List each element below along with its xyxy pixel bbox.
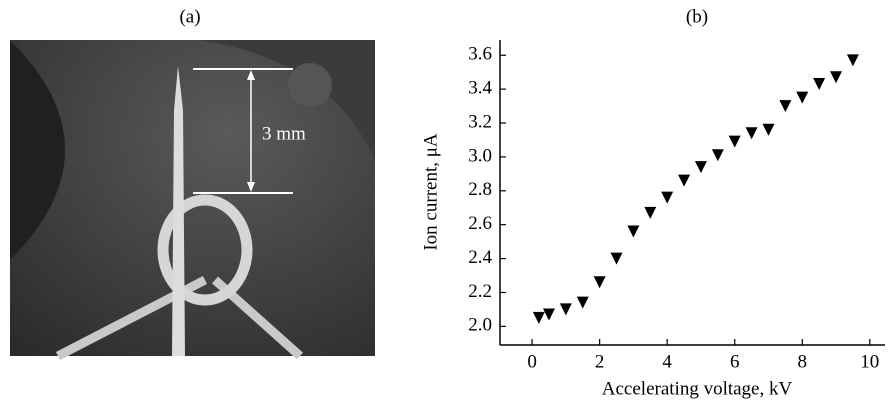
x-axis-label: Accelerating voltage, kV [602,378,793,399]
needle [172,66,185,356]
data-point [593,276,606,289]
y-tick-label: 2.8 [468,179,492,200]
data-point [694,161,707,174]
panel-label: (a) [179,6,200,27]
x-tick-label: 2 [595,351,605,372]
data-point [559,303,572,316]
y-tick-label: 2.2 [468,281,492,302]
chart-title: (b) [686,6,708,27]
data-point [576,296,589,309]
y-tick-label: 2.6 [468,213,492,234]
data-point [711,149,724,162]
x-tick-label: 10 [860,351,879,372]
data-point [846,54,859,67]
photo: 3 mm [10,40,375,360]
data-point [661,191,674,204]
y-tick-label: 3.0 [468,145,492,166]
data-point [745,127,758,140]
y-tick-label: 2.0 [468,315,492,336]
arrow-head [247,70,255,80]
photo-shadow [200,40,375,160]
data-point [532,311,545,324]
data-point [728,135,741,148]
photo-knob [288,63,332,107]
arrow-head [247,182,255,192]
data-point [779,100,792,113]
y-tick-label: 2.4 [468,247,492,268]
wire-ring [157,194,253,306]
data-point [813,78,826,91]
y-tick-label: 3.2 [468,111,492,132]
x-tick-label: 8 [798,351,808,372]
x-tick-label: 4 [662,351,672,372]
y-tick-label: 3.4 [468,77,492,98]
y-tick-label: 3.6 [468,44,492,65]
data-point [762,123,775,136]
x-tick-label: 0 [527,351,537,372]
data-point [610,252,623,265]
photo-shadow [10,40,65,260]
data-point [830,71,843,84]
y-axis-label: Ion current, μA [420,133,441,251]
scale-label: 3 mm [262,123,306,144]
data-point [542,308,555,321]
data-point [796,91,809,104]
x-tick-label: 6 [730,351,740,372]
data-point [627,225,640,238]
data-point [678,174,691,187]
data-point [644,206,657,219]
